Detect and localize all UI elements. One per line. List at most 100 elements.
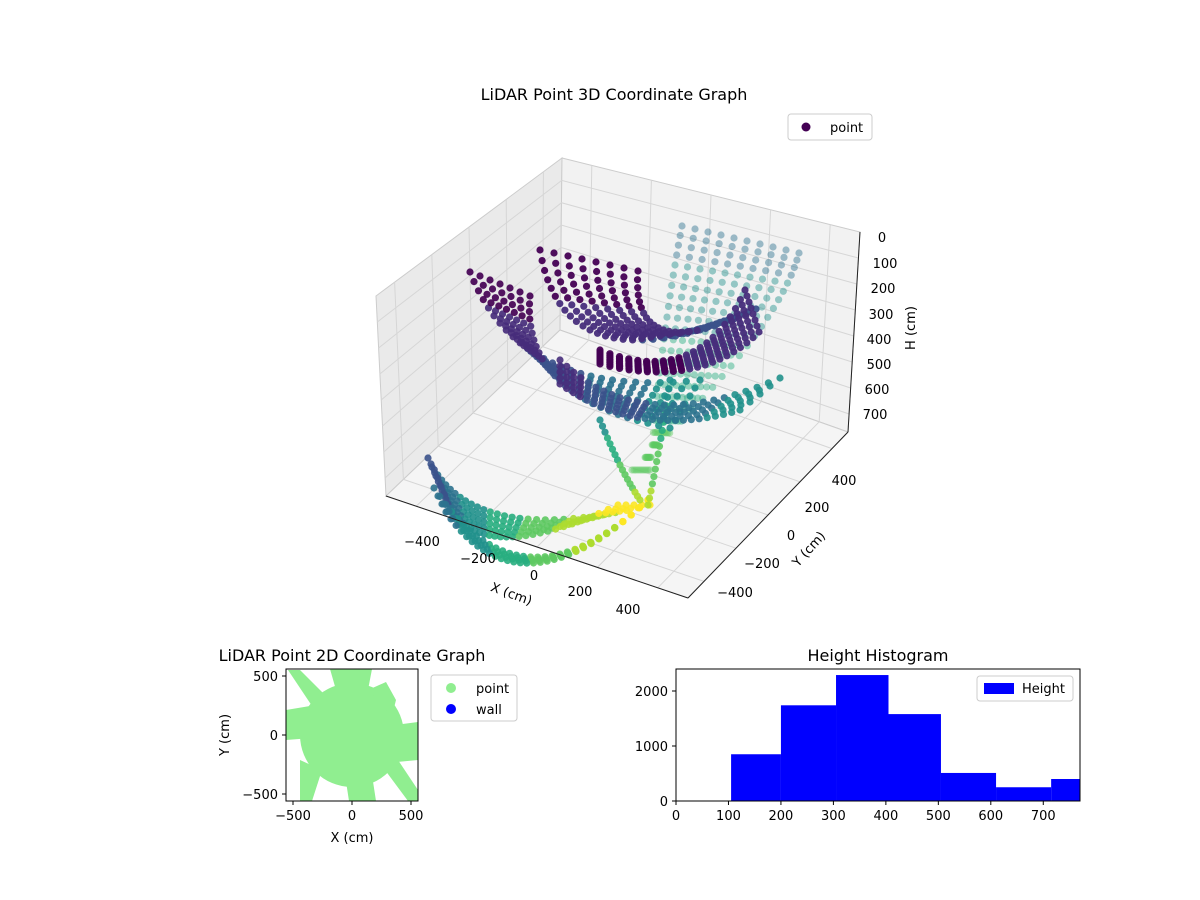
point-marker [666, 424, 674, 432]
point-marker [740, 306, 748, 315]
point-marker [751, 292, 759, 301]
point-marker [486, 508, 494, 516]
point-marker [763, 294, 771, 302]
point-marker [756, 240, 764, 248]
point-marker [525, 300, 534, 308]
point-marker [590, 400, 598, 408]
point-marker [741, 286, 749, 294]
point-marker [649, 428, 658, 437]
point-marker [700, 296, 709, 304]
point-marker [727, 362, 735, 370]
point-marker [491, 294, 499, 302]
point-marker [678, 293, 686, 301]
point-marker [708, 267, 717, 275]
legend-box [976, 675, 1074, 702]
point-marker [642, 453, 650, 461]
point-marker [694, 363, 702, 371]
point-marker [783, 279, 792, 287]
z-tick-label: 200 [871, 282, 896, 297]
point-marker [654, 450, 662, 458]
point-marker [474, 516, 482, 524]
point-marker [528, 329, 536, 337]
y-tick-label: 200 [805, 501, 830, 516]
point-marker [588, 297, 596, 305]
point-marker [566, 312, 575, 320]
x-tick-label: 300 [821, 809, 846, 824]
point-marker [586, 513, 594, 521]
point-marker [564, 294, 572, 302]
point-marker [651, 465, 659, 473]
point-marker [479, 296, 487, 304]
histogram-bar [1051, 779, 1080, 801]
x-tick-label: 200 [568, 585, 593, 600]
point-marker [747, 304, 755, 312]
point-marker [635, 504, 644, 512]
point-marker [680, 283, 688, 291]
point-marker [767, 285, 775, 294]
point-marker [633, 413, 642, 421]
point-marker [711, 372, 719, 380]
point-marker [730, 280, 739, 288]
point-marker [736, 406, 744, 414]
point-marker [522, 532, 530, 540]
point-marker [610, 294, 618, 302]
point-marker [488, 285, 497, 293]
point-marker [733, 271, 742, 279]
point-marker [596, 309, 604, 317]
y-tick-label: −400 [717, 586, 753, 601]
point-marker [659, 326, 668, 334]
point-marker [678, 222, 686, 230]
point-marker [776, 374, 784, 382]
point-marker [672, 416, 680, 424]
histogram-bar [888, 714, 941, 801]
point-marker [622, 323, 630, 331]
point-marker [793, 256, 801, 264]
point-marker [730, 234, 738, 242]
point-marker [661, 368, 669, 376]
point-marker [604, 505, 612, 513]
point-marker [706, 276, 714, 285]
point-marker [516, 288, 524, 296]
point-marker [536, 529, 544, 537]
point-marker [480, 512, 488, 520]
point-marker [652, 368, 660, 376]
point-marker [608, 287, 617, 295]
ticks-2d [282, 675, 412, 805]
chart-3d: LiDAR Point 3D Coordinate Graph −400 −20… [375, 85, 919, 618]
point-marker [525, 308, 534, 316]
point-marker [606, 270, 614, 278]
point-marker [570, 373, 578, 381]
point-marker [560, 286, 568, 294]
point-marker [686, 365, 694, 373]
point-marker [642, 466, 650, 474]
point-marker [479, 281, 487, 289]
y-tick-label: 0 [787, 529, 795, 544]
point-marker [556, 368, 564, 376]
point-marker [457, 527, 465, 535]
point-marker [730, 348, 738, 356]
point-marker [432, 472, 440, 480]
point-marker [564, 252, 572, 260]
point-marker [587, 540, 595, 548]
point-marker [486, 520, 494, 528]
point-marker [526, 292, 534, 300]
point-marker [589, 314, 597, 322]
point-marker [476, 272, 484, 280]
point-marker [657, 434, 665, 442]
point-marker [647, 487, 655, 495]
point-marker [665, 385, 673, 393]
point-marker [520, 319, 528, 327]
point-marker [600, 299, 609, 307]
point-marker [485, 549, 493, 558]
point-marker [473, 503, 481, 511]
point-marker [515, 532, 523, 541]
point-marker [434, 492, 442, 500]
point-marker [711, 258, 719, 266]
point-marker [663, 313, 671, 321]
point-marker [676, 231, 684, 240]
point-marker [755, 284, 763, 292]
point-marker [529, 559, 538, 567]
point-marker [637, 304, 645, 312]
point-marker [644, 453, 652, 461]
point-marker [544, 276, 552, 284]
